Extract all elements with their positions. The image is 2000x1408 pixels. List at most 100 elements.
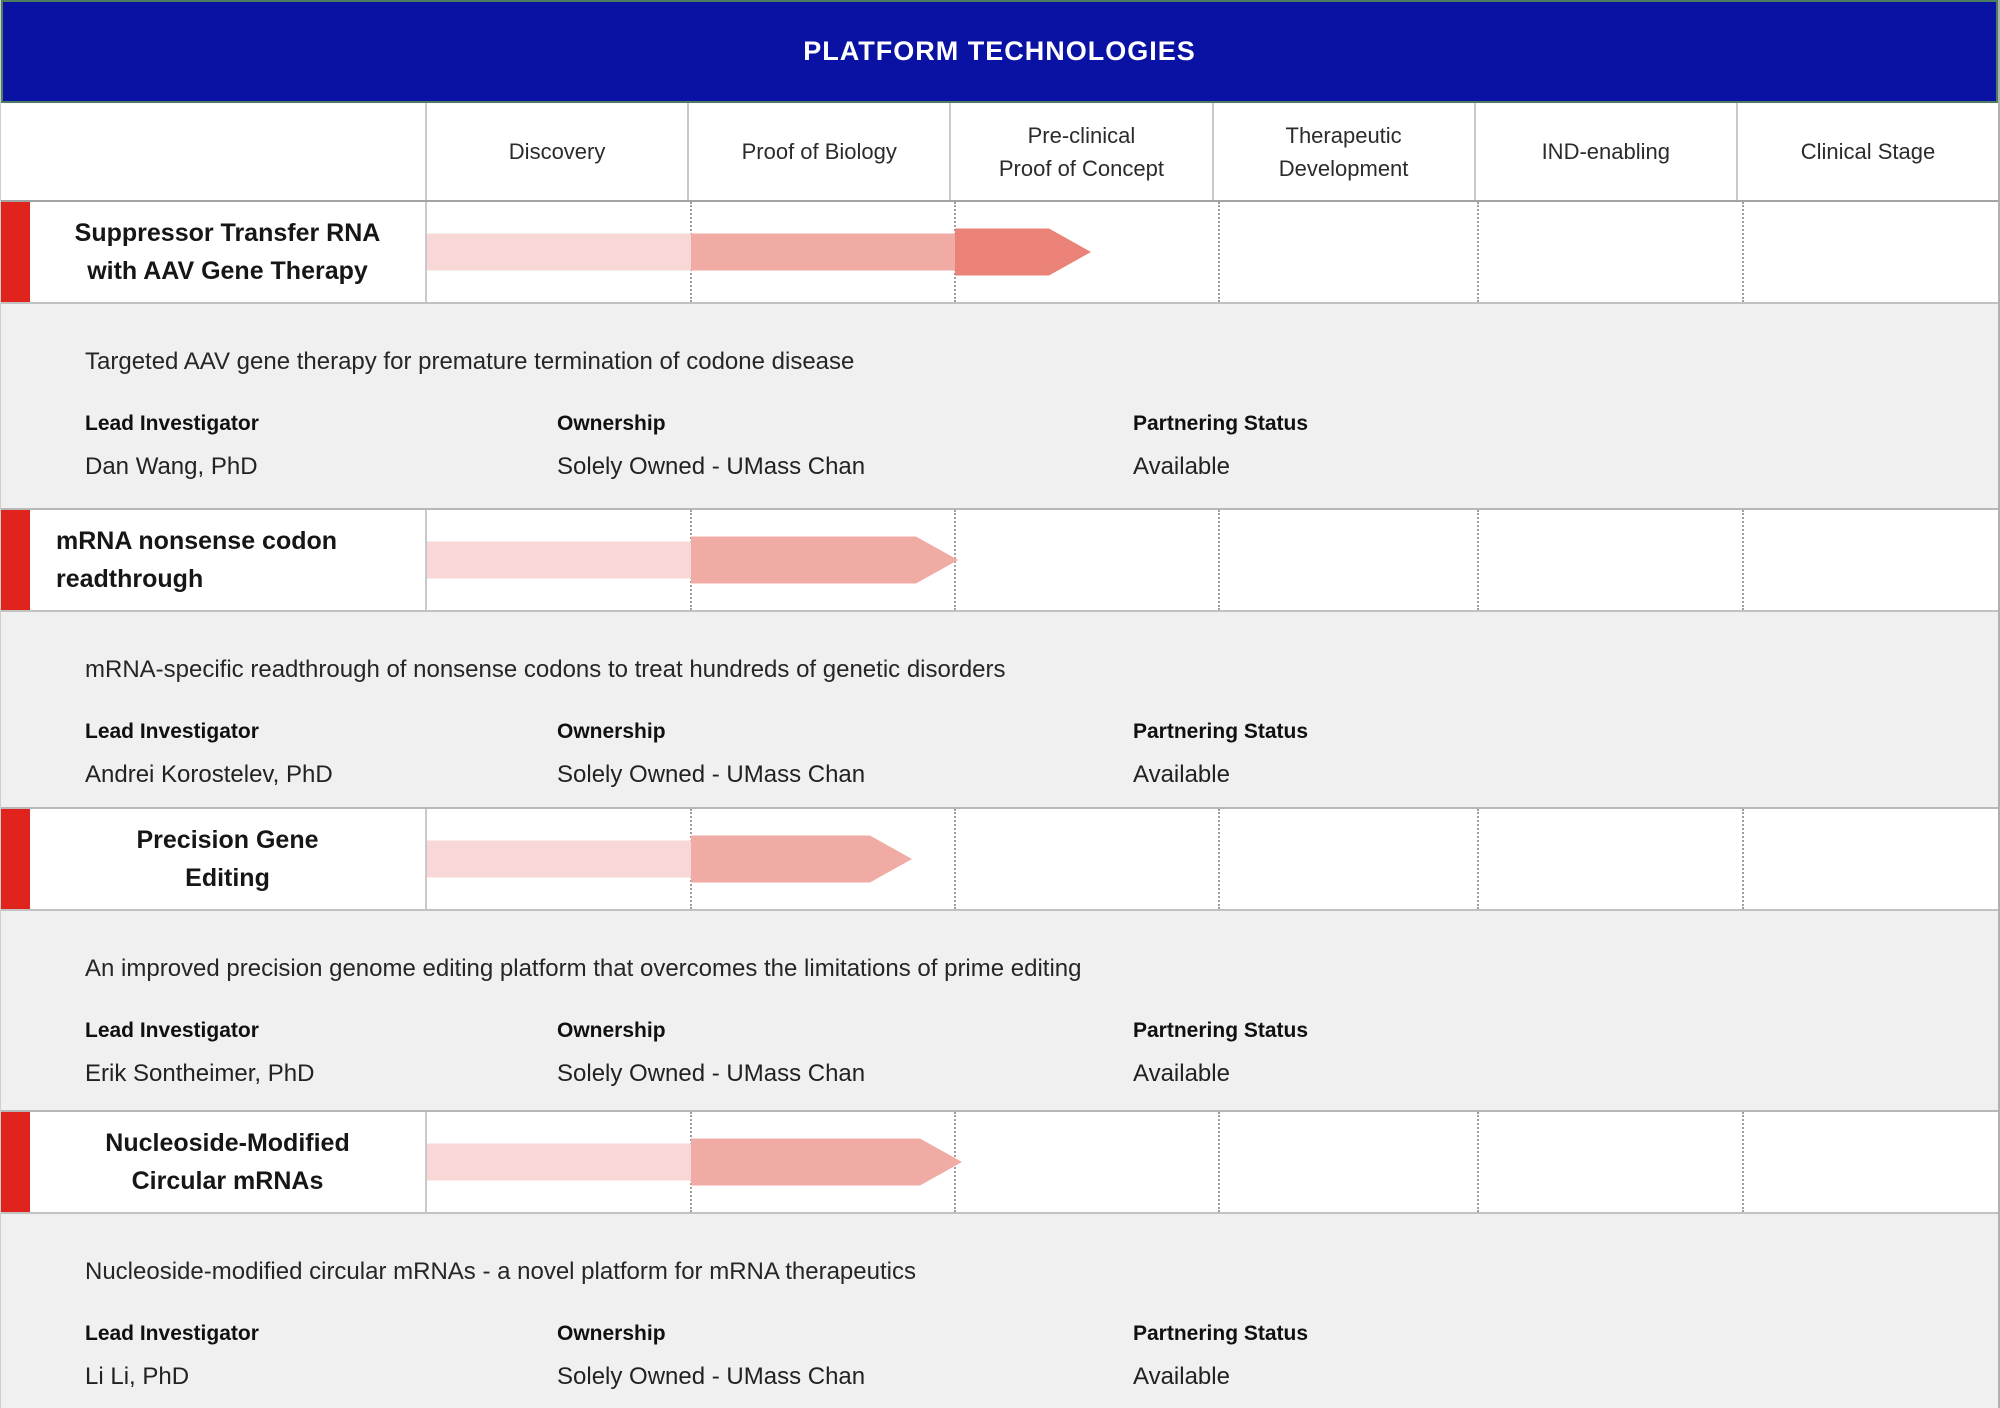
- ownership-block: Ownership Solely Owned - UMass Chan: [557, 412, 1133, 481]
- stage-gridline: [1742, 202, 1744, 302]
- program-description: An improved precision genome editing pla…: [85, 955, 1082, 982]
- stage-header-preclinical-poc: Pre-clinical Proof of Concept: [951, 103, 1214, 200]
- ownership-label: Ownership: [557, 1019, 666, 1042]
- program-stage-track: [427, 1112, 1998, 1212]
- stage-header-discovery: Discovery: [427, 103, 690, 200]
- partnering-status-block: Partnering Status Available: [1133, 1322, 1968, 1391]
- partnering-status-label: Partnering Status: [1133, 720, 1309, 743]
- program-meta: Lead Investigator Erik Sontheimer, PhD O…: [85, 1019, 1968, 1088]
- lead-investigator-label: Lead Investigator: [85, 1322, 259, 1345]
- program-description: Targeted AAV gene therapy for premature …: [85, 348, 855, 375]
- stage-header-row: Discovery Proof of Biology Pre-clinical P…: [1, 103, 1998, 202]
- program-description: mRNA-specific readthrough of nonsense co…: [85, 656, 1006, 683]
- program-name: mRNA nonsense codon readthrough: [30, 510, 427, 610]
- partnering-status-label: Partnering Status: [1133, 1322, 1309, 1345]
- stage-gridline: [1218, 510, 1220, 610]
- program-stage-track: [427, 202, 1998, 302]
- program-row-precision-gene-editing: Precision Gene Editing: [1, 809, 1998, 911]
- progress-arrow-head: [691, 1139, 962, 1186]
- program-column-spacer: [1, 103, 427, 200]
- program-row-mrna-readthrough: mRNA nonsense codon readthrough: [1, 510, 1998, 612]
- progress-arrow-tail: [427, 233, 955, 271]
- lead-investigator-block: Lead Investigator Erik Sontheimer, PhD: [85, 1019, 557, 1088]
- progress-arrow-head: [955, 229, 1091, 276]
- partnering-status-value: Available: [1133, 761, 1230, 788]
- title-bar: PLATFORM TECHNOLOGIES: [1, 0, 1998, 103]
- progress-arrow-head: [691, 836, 912, 883]
- progress-arrow: [427, 229, 1091, 276]
- program-name: Nucleoside-Modified Circular mRNAs: [30, 1112, 427, 1212]
- program-details: mRNA-specific readthrough of nonsense co…: [1, 612, 1998, 809]
- partnering-status-block: Partnering Status Available: [1133, 1019, 1968, 1088]
- program-name: Precision Gene Editing: [30, 809, 427, 909]
- lead-investigator-value: Andrei Korostelev, PhD: [85, 761, 333, 788]
- program-accent-bar: [1, 1112, 30, 1212]
- ownership-value: Solely Owned - UMass Chan: [557, 453, 866, 480]
- stage-gridline: [1742, 809, 1744, 909]
- partnering-status-label: Partnering Status: [1133, 1019, 1309, 1042]
- program-details: Nucleoside-modified circular mRNAs - a n…: [1, 1214, 1998, 1408]
- program-description: Nucleoside-modified circular mRNAs - a n…: [85, 1258, 916, 1285]
- program-meta: Lead Investigator Li Li, PhD Ownership S…: [85, 1322, 1968, 1391]
- lead-investigator-label: Lead Investigator: [85, 720, 259, 743]
- stage-gridline: [1742, 510, 1744, 610]
- stage-gridline: [1742, 1112, 1744, 1212]
- progress-arrow-head: [691, 537, 958, 584]
- stage-gridline: [1477, 202, 1479, 302]
- stage-header-proof-of-biology: Proof of Biology: [689, 103, 952, 200]
- stage-gridline: [1218, 202, 1220, 302]
- stage-header-clinical-stage: Clinical Stage: [1800, 139, 1936, 164]
- program-stage-track: [427, 809, 1998, 909]
- lead-investigator-label: Lead Investigator: [85, 1019, 259, 1042]
- ownership-block: Ownership Solely Owned - UMass Chan: [557, 720, 1133, 789]
- ownership-value: Solely Owned - UMass Chan: [557, 761, 866, 788]
- stage-gridline: [1477, 1112, 1479, 1212]
- progress-arrow: [427, 836, 912, 883]
- lead-investigator-block: Lead Investigator Dan Wang, PhD: [85, 412, 557, 481]
- program-stage-track: [427, 510, 1998, 610]
- program-accent-bar: [1, 510, 30, 610]
- stage-gridline: [1477, 809, 1479, 909]
- lead-investigator-value: Li Li, PhD: [85, 1363, 190, 1390]
- lead-investigator-block: Lead Investigator Andrei Korostelev, PhD: [85, 720, 557, 789]
- progress-arrow: [427, 1139, 962, 1186]
- program-accent-bar: [1, 202, 30, 302]
- ownership-value: Solely Owned - UMass Chan: [557, 1363, 866, 1390]
- ownership-label: Ownership: [557, 720, 666, 743]
- progress-arrow-tail: [427, 840, 691, 878]
- partnering-status-label: Partnering Status: [1133, 412, 1309, 435]
- program-details: An improved precision genome editing pla…: [1, 911, 1998, 1112]
- program-row-suppressor-trna: Suppressor Transfer RNA with AAV Gene Th…: [1, 202, 1998, 304]
- lead-investigator-block: Lead Investigator Li Li, PhD: [85, 1322, 557, 1391]
- ownership-value: Solely Owned - UMass Chan: [557, 1060, 866, 1087]
- progress-arrow: [427, 537, 958, 584]
- partnering-status-block: Partnering Status Available: [1133, 720, 1968, 789]
- program-meta: Lead Investigator Dan Wang, PhD Ownershi…: [85, 412, 1968, 481]
- page-title: PLATFORM TECHNOLOGIES: [803, 36, 1196, 66]
- stage-gridline: [1218, 809, 1220, 909]
- program-details: Targeted AAV gene therapy for premature …: [1, 304, 1998, 510]
- partnering-status-value: Available: [1133, 453, 1230, 480]
- stage-gridline: [954, 809, 956, 909]
- ownership-block: Ownership Solely Owned - UMass Chan: [557, 1019, 1133, 1088]
- program-name: Suppressor Transfer RNA with AAV Gene Th…: [30, 202, 427, 302]
- partnering-status-block: Partnering Status Available: [1133, 412, 1968, 481]
- stage-header-therapeutic-development: Therapeutic Development: [1214, 103, 1476, 200]
- program-accent-bar: [1, 809, 30, 909]
- stage-gridline: [1477, 510, 1479, 610]
- ownership-label: Ownership: [557, 412, 666, 435]
- stage-header-ind-enabling: IND-enabling: [1476, 103, 1738, 200]
- lead-investigator-label: Lead Investigator: [85, 412, 259, 435]
- partnering-status-value: Available: [1133, 1363, 1230, 1390]
- ownership-label: Ownership: [557, 1322, 666, 1345]
- progress-arrow-tail: [427, 541, 691, 579]
- ownership-block: Ownership Solely Owned - UMass Chan: [557, 1322, 1133, 1391]
- partnering-status-value: Available: [1133, 1060, 1230, 1087]
- program-row-circular-mrnas: Nucleoside-Modified Circular mRNAs: [1, 1112, 1998, 1214]
- program-meta: Lead Investigator Andrei Korostelev, PhD…: [85, 720, 1968, 789]
- progress-arrow-tail: [427, 1143, 691, 1181]
- stage-gridline: [1218, 1112, 1220, 1212]
- lead-investigator-value: Erik Sontheimer, PhD: [85, 1060, 315, 1087]
- lead-investigator-value: Dan Wang, PhD: [85, 453, 258, 480]
